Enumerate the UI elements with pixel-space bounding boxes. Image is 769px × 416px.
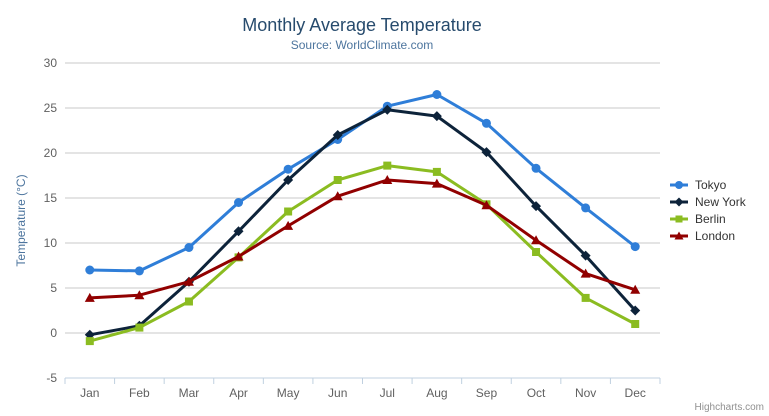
point-berlin-jun[interactable] (333, 176, 342, 184)
y-tick-label: 10 (44, 236, 58, 250)
point-london-may[interactable] (283, 220, 294, 230)
y-axis-title: Temperature (°C) (14, 174, 28, 266)
y-tick-label: 25 (44, 101, 58, 115)
series-berlin (85, 161, 640, 346)
circle-marker-icon (670, 180, 688, 189)
point-london-sep[interactable] (481, 200, 492, 210)
export-menu-button[interactable] (734, 14, 760, 34)
point-london-mar[interactable] (183, 276, 194, 286)
series-new-york (84, 104, 641, 340)
legend-item-tokyo[interactable]: Tokyo (670, 176, 746, 193)
y-tick-label: -5 (46, 371, 57, 385)
point-new-york-dec[interactable] (630, 305, 641, 316)
triangle-marker-icon (670, 231, 688, 239)
legend-item-london[interactable]: London (670, 227, 746, 244)
y-tick-label: 5 (50, 281, 57, 295)
point-new-york-nov[interactable] (580, 250, 591, 261)
x-category-label: Jul (380, 386, 395, 400)
point-new-york-aug[interactable] (431, 111, 442, 122)
y-tick-label: 20 (44, 146, 58, 160)
point-berlin-dec[interactable] (631, 320, 640, 328)
legend: Tokyo New York Berlin London (670, 176, 746, 244)
chart-subtitle: Source: WorldClimate.com (291, 38, 434, 52)
triangle-marker-glyph (674, 231, 684, 239)
legend-label: Tokyo (695, 177, 727, 192)
highcharts-credit[interactable]: Highcharts.com (694, 402, 764, 413)
x-category-label: Apr (229, 386, 248, 400)
series-london (84, 175, 641, 302)
x-category-label: Dec (625, 386, 646, 400)
x-category-label: Mar (179, 386, 200, 400)
legend-label: London (695, 228, 736, 243)
x-category-label: May (277, 386, 300, 400)
point-tokyo-feb[interactable] (134, 266, 144, 276)
legend-item-new-york[interactable]: New York (670, 193, 746, 210)
point-london-jan[interactable] (84, 292, 95, 302)
point-tokyo-oct[interactable] (531, 163, 541, 173)
point-tokyo-apr[interactable] (234, 198, 244, 207)
x-category-label: Feb (129, 386, 150, 400)
point-berlin-aug[interactable] (432, 167, 441, 176)
point-tokyo-jan[interactable] (85, 265, 95, 275)
point-london-oct[interactable] (531, 235, 542, 245)
legend-item-berlin[interactable]: Berlin (670, 210, 746, 227)
point-berlin-nov[interactable] (581, 293, 590, 302)
point-berlin-may[interactable] (284, 207, 293, 216)
y-tick-label: 0 (50, 326, 57, 340)
chart-title: Monthly Average Temperature (242, 15, 481, 35)
point-london-dec[interactable] (630, 284, 641, 294)
point-new-york-jul[interactable] (382, 104, 393, 115)
point-berlin-jan[interactable] (85, 337, 94, 346)
point-tokyo-sep[interactable] (481, 118, 491, 128)
square-marker-icon (670, 215, 688, 222)
point-london-aug[interactable] (431, 178, 442, 188)
point-new-york-oct[interactable] (531, 201, 542, 212)
series-line-berlin[interactable] (88, 164, 637, 343)
point-berlin-mar[interactable] (184, 297, 193, 306)
point-tokyo-mar[interactable] (184, 243, 194, 252)
point-london-jul[interactable] (382, 175, 393, 184)
point-berlin-feb[interactable] (135, 323, 144, 332)
point-tokyo-may[interactable] (283, 164, 293, 174)
x-category-label: Aug (426, 386, 447, 400)
diamond-marker-glyph (674, 197, 684, 206)
point-berlin-oct[interactable] (532, 248, 541, 256)
x-category-label: Sep (476, 386, 498, 400)
x-category-label: Jun (328, 386, 347, 400)
circle-marker-glyph (675, 180, 683, 189)
diamond-marker-icon (670, 197, 688, 206)
x-category-label: Jan (80, 386, 99, 400)
x-category-label: Oct (527, 386, 546, 400)
y-tick-label: 30 (44, 56, 58, 70)
point-new-york-may[interactable] (283, 175, 294, 185)
x-category-label: Nov (575, 386, 596, 400)
series-line-london[interactable] (88, 178, 637, 300)
series-tokyo (85, 90, 640, 276)
point-new-york-apr[interactable] (233, 226, 244, 237)
point-london-feb[interactable] (134, 290, 145, 300)
point-london-jun[interactable] (332, 191, 343, 201)
legend-label: Berlin (695, 211, 726, 226)
point-london-nov[interactable] (580, 268, 591, 278)
y-tick-label: 15 (44, 191, 58, 205)
point-tokyo-aug[interactable] (432, 90, 442, 99)
point-new-york-sep[interactable] (481, 147, 492, 158)
plot-area: -5 0 5 10 15 20 25 30 Jan Feb Mar Apr May Jun Jul Aug Se… (14, 56, 661, 400)
point-berlin-jul[interactable] (383, 161, 392, 170)
point-new-york-jun[interactable] (332, 130, 343, 140)
square-marker-glyph (675, 215, 683, 222)
legend-label: New York (695, 194, 746, 209)
point-london-apr[interactable] (233, 251, 244, 261)
series-line-new-york[interactable] (88, 108, 637, 337)
point-tokyo-nov[interactable] (581, 203, 591, 213)
point-tokyo-dec[interactable] (630, 242, 640, 252)
